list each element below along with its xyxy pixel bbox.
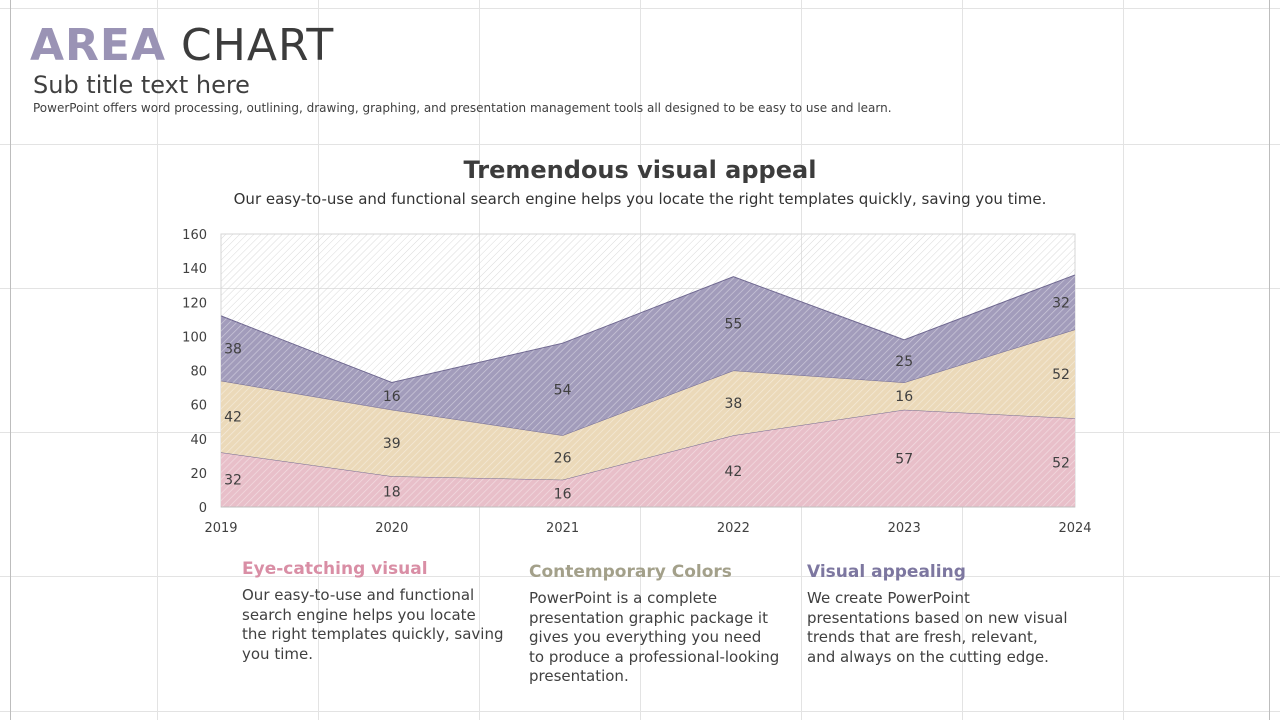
page-header: AREA CHART Sub title text here PowerPoin… xyxy=(30,20,892,115)
data-label: 16 xyxy=(554,486,572,502)
x-tick-label: 2022 xyxy=(717,521,750,536)
x-tick-label: 2019 xyxy=(204,521,237,536)
data-label: 54 xyxy=(554,382,572,398)
y-tick-label: 160 xyxy=(182,228,207,243)
y-tick-label: 140 xyxy=(182,262,207,277)
data-label: 57 xyxy=(895,451,913,467)
area-series-2-texture xyxy=(221,329,1075,480)
title-word-chart: CHART xyxy=(181,20,335,71)
data-label: 52 xyxy=(1052,456,1070,472)
card-body: Our easy-to-use and functional search en… xyxy=(242,586,504,663)
data-label: 38 xyxy=(224,341,242,357)
data-label: 42 xyxy=(724,464,742,480)
info-card-1: Eye-catching visual Our easy-to-use and … xyxy=(242,558,504,664)
chart-title: Tremendous visual appeal xyxy=(463,156,817,184)
area-series-1-texture xyxy=(221,409,1075,507)
card-body: We create PowerPoint presentations based… xyxy=(807,589,1068,666)
data-label: 18 xyxy=(383,485,401,501)
card-heading: Contemporary Colors xyxy=(529,562,732,582)
data-label: 16 xyxy=(383,389,401,405)
page-description: PowerPoint offers word processing, outli… xyxy=(33,101,892,115)
x-tick-label: 2023 xyxy=(888,521,921,536)
y-tick-label: 100 xyxy=(182,330,207,345)
series-3-top-line xyxy=(220,274,1076,383)
data-label: 52 xyxy=(1052,367,1070,383)
data-label: 32 xyxy=(224,473,242,489)
data-label: 32 xyxy=(1052,295,1070,311)
title-word-area: AREA xyxy=(30,20,167,71)
y-tick-label: 0 xyxy=(199,501,207,516)
y-tick-label: 40 xyxy=(190,433,207,448)
data-label: 42 xyxy=(224,410,242,426)
card-heading: Visual appealing xyxy=(807,562,966,582)
card-body: PowerPoint is a complete presentation gr… xyxy=(529,589,780,685)
card-heading: Eye-catching visual xyxy=(242,559,428,579)
y-tick-label: 20 xyxy=(190,467,207,482)
data-label: 26 xyxy=(554,451,572,467)
data-label: 16 xyxy=(895,389,913,405)
data-label: 39 xyxy=(383,436,401,452)
data-label: 55 xyxy=(724,317,742,333)
info-card-3: Visual appealing We create PowerPoint pr… xyxy=(807,561,1069,667)
y-tick-label: 60 xyxy=(190,399,207,414)
x-tick-label: 2021 xyxy=(546,521,579,536)
y-tick-label: 80 xyxy=(190,365,207,380)
page-title: AREA CHART xyxy=(30,20,892,72)
info-card-2: Contemporary Colors PowerPoint is a comp… xyxy=(529,561,781,687)
area-series-3-texture xyxy=(221,274,1075,436)
x-tick-label: 2024 xyxy=(1058,521,1091,536)
page-subtitle: Sub title text here xyxy=(33,71,250,99)
x-tick-label: 2020 xyxy=(375,521,408,536)
data-label: 25 xyxy=(895,354,913,370)
data-label: 38 xyxy=(724,396,742,412)
y-tick-label: 120 xyxy=(182,296,207,311)
chart-subtitle: Our easy-to-use and functional search en… xyxy=(233,190,1047,208)
